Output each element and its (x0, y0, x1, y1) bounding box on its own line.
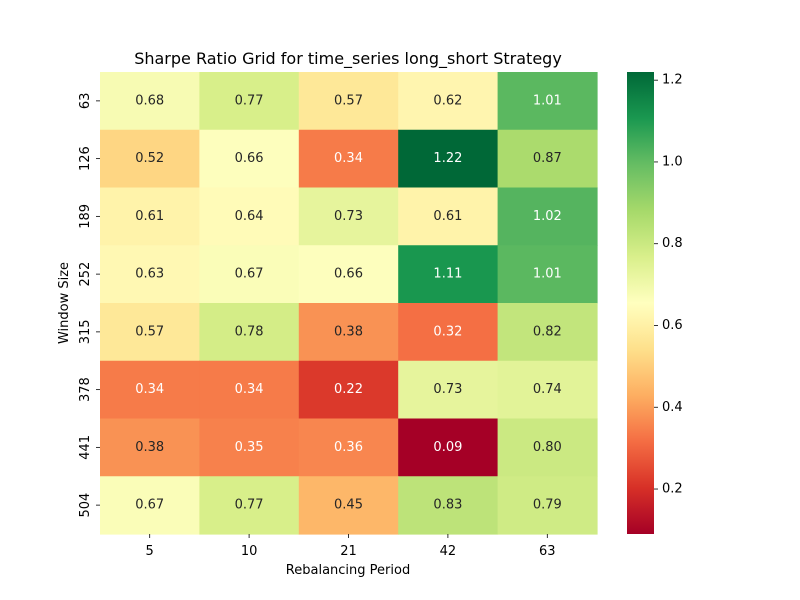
cell-value-label: 0.66 (334, 267, 363, 282)
cell-value-label: 0.78 (235, 324, 264, 339)
cell-value-label: 0.77 (235, 93, 264, 108)
cell-value-label: 0.73 (334, 209, 363, 224)
cell-value-label: 0.32 (433, 324, 462, 339)
cell-value-label: 0.61 (433, 209, 462, 224)
cell-value-label: 0.66 (235, 151, 264, 166)
cell-value-label: 1.01 (533, 267, 562, 282)
cell-value-label: 0.79 (533, 498, 562, 513)
colorbar-tick-label: 0.2 (662, 482, 683, 497)
cell-value-label: 1.22 (433, 151, 462, 166)
cell-value-label: 0.64 (235, 209, 264, 224)
chart-title: Sharpe Ratio Grid for time_series long_s… (134, 49, 562, 69)
cell-value-label: 0.57 (135, 324, 164, 339)
cell-value-label: 0.73 (433, 382, 462, 397)
y-tick-label: 63 (78, 93, 93, 110)
x-axis-ticks: 5 10 21 42 63 (146, 534, 556, 559)
x-tick-label: 5 (146, 544, 154, 559)
cell-value-label: 0.87 (533, 151, 562, 166)
x-tick-label: 42 (440, 544, 457, 559)
colorbar-ticks: 0.2 0.4 0.6 0.8 1.0 1.2 (654, 73, 683, 497)
cell-value-label: 0.74 (533, 382, 562, 397)
y-tick-label: 189 (78, 204, 93, 229)
y-tick-label: 315 (78, 319, 93, 344)
y-tick-label: 126 (78, 146, 93, 171)
y-axis-ticks: 63 126 189 252 315 378 441 504 (78, 93, 100, 518)
y-axis-label: Window Size (57, 262, 72, 344)
cell-value-label: 0.34 (235, 382, 264, 397)
x-tick-label: 21 (340, 544, 357, 559)
y-tick-label: 441 (78, 435, 93, 460)
cell-value-label: 0.67 (235, 267, 264, 282)
cell-value-label: 0.57 (334, 93, 363, 108)
colorbar-tick-label: 0.4 (662, 400, 683, 415)
colorbar-tick-label: 1.0 (662, 154, 683, 169)
cell-value-label: 0.68 (135, 93, 164, 108)
cell-value-label: 0.67 (135, 498, 164, 513)
y-tick-label: 504 (78, 493, 93, 518)
cell-value-label: 0.52 (135, 151, 164, 166)
y-tick-label: 252 (78, 262, 93, 287)
colorbar-tick-label: 1.2 (662, 73, 683, 88)
cell-value-label: 1.11 (433, 267, 462, 282)
cell-value-label: 1.02 (533, 209, 562, 224)
cell-value-label: 0.35 (235, 440, 264, 455)
cell-value-label: 0.38 (135, 440, 164, 455)
cell-value-label: 0.34 (135, 382, 164, 397)
cell-value-label: 0.62 (433, 93, 462, 108)
cell-value-label: 0.22 (334, 382, 363, 397)
cell-value-label: 0.61 (135, 209, 164, 224)
cell-value-label: 0.36 (334, 440, 363, 455)
cell-value-label: 0.09 (433, 440, 462, 455)
cell-value-label: 0.82 (533, 324, 562, 339)
cell-value-label: 0.63 (135, 267, 164, 282)
x-tick-label: 10 (241, 544, 258, 559)
cell-value-label: 0.83 (433, 498, 462, 513)
cell-value-label: 0.80 (533, 440, 562, 455)
x-tick-label: 63 (539, 544, 556, 559)
heatmap-cells (100, 72, 598, 535)
y-tick-label: 378 (78, 377, 93, 402)
colorbar-tick-label: 0.8 (662, 236, 683, 251)
cell-value-label: 1.01 (533, 93, 562, 108)
colorbar (627, 72, 654, 534)
cell-value-label: 0.45 (334, 498, 363, 513)
cell-value-label: 0.34 (334, 151, 363, 166)
cell-value-label: 0.77 (235, 498, 264, 513)
x-axis-label: Rebalancing Period (286, 563, 410, 578)
cell-value-label: 0.38 (334, 324, 363, 339)
colorbar-tick-label: 0.6 (662, 318, 683, 333)
